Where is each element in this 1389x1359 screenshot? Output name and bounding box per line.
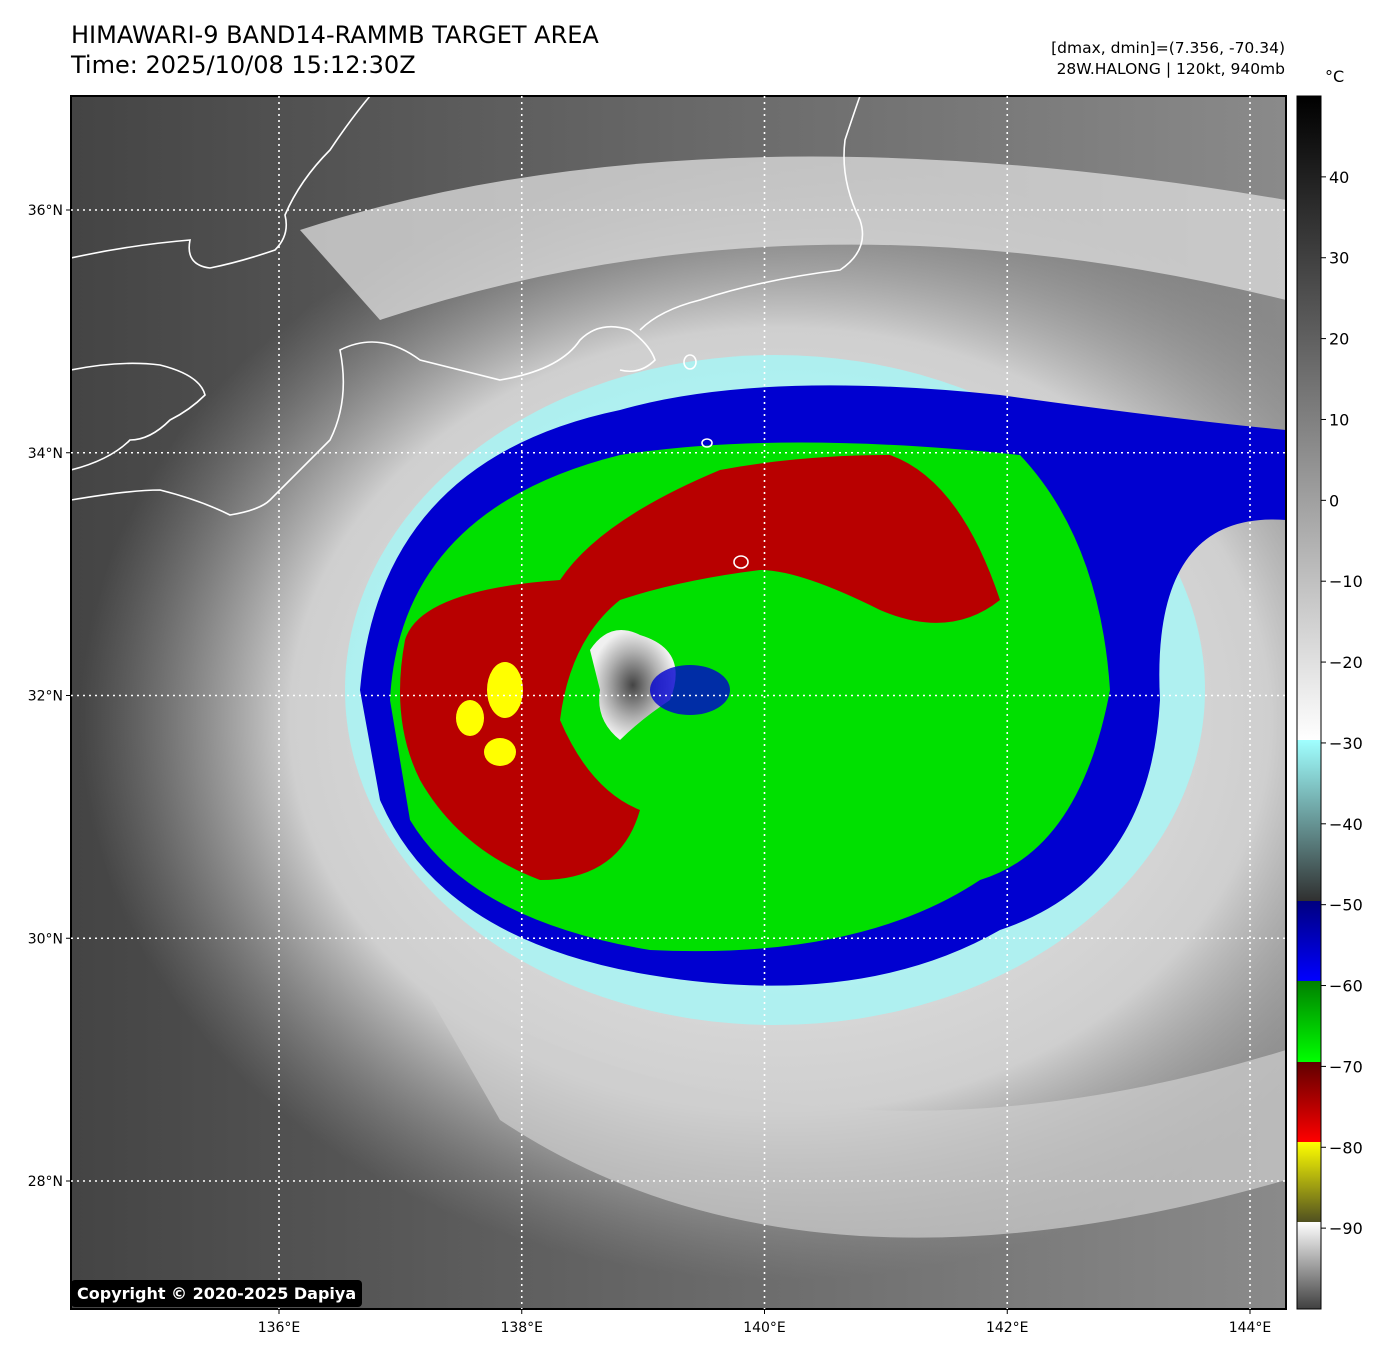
colorbar: 40 30 20 10 0 −10 −20 −30 −40 −50 −60 −70 −80 −90 <box>1296 95 1363 1310</box>
latitude-labels: 36°N 34°N 32°N 30°N 28°N <box>28 203 71 1190</box>
lat-label: 36°N <box>28 203 63 219</box>
colorbar-tick-label: 10 <box>1329 410 1349 429</box>
lat-label: 34°N <box>28 446 63 462</box>
colorbar-unit: °C <box>1325 67 1345 86</box>
storm-info: 28W.HALONG | 120kt, 940mb <box>1056 60 1285 78</box>
colorbar-tick-label: −40 <box>1329 815 1363 834</box>
colorbar-tick-label: −80 <box>1329 1138 1363 1157</box>
colorbar-ticks: 40 30 20 10 0 −10 −20 −30 −40 −50 −60 −70 −80 −90 <box>1321 168 1363 1238</box>
lat-label: 32°N <box>28 689 63 705</box>
northern-cloud-band <box>300 156 1286 320</box>
colorbar-segment-yellow <box>1297 1142 1321 1222</box>
map-frame <box>70 95 1287 1310</box>
data-range: [dmax, dmin]=(7.356, -70.34) <box>1051 39 1285 57</box>
colorbar-tick-label: 30 <box>1329 249 1349 268</box>
colorbar-frame <box>1296 95 1322 1310</box>
colorbar-segment-red <box>1297 1062 1321 1142</box>
southern-cloud-band <box>420 980 1286 1238</box>
colorbar-segment-blue <box>1297 901 1321 981</box>
lon-label: 140°E <box>743 1320 786 1336</box>
map-time: Time: 2025/10/08 15:12:30Z <box>71 51 416 79</box>
colorbar-tick-label: 40 <box>1329 168 1349 187</box>
yellow-core-1 <box>487 662 523 718</box>
lon-label: 136°E <box>258 1320 301 1336</box>
lon-label: 142°E <box>986 1320 1029 1336</box>
info-block: [dmax, dmin]=(7.356, -70.34) 28W.HALONG … <box>1051 38 1285 80</box>
colorbar-tick-label: 0 <box>1329 491 1339 510</box>
imagery <box>71 96 1286 1309</box>
colorbar-tick-label: −90 <box>1329 1219 1363 1238</box>
red-convection-region <box>400 455 1000 880</box>
colorbar-tick-label: 20 <box>1329 330 1349 349</box>
yellow-core-3 <box>484 738 516 766</box>
lat-label: 28°N <box>28 1174 63 1190</box>
colorbar-segment-low <box>1297 1222 1321 1309</box>
title-block: HIMAWARI-9 BAND14-RAMMB TARGET AREA Time… <box>71 20 599 80</box>
colorbar-tick-label: −50 <box>1329 896 1363 915</box>
colorbar-segment-cyan <box>1297 740 1321 901</box>
longitude-labels: 136°E 138°E 140°E 142°E 144°E <box>258 1309 1272 1336</box>
lon-label: 144°E <box>1229 1320 1272 1336</box>
eye-moat <box>650 665 730 715</box>
colorbar-tick-label: −70 <box>1329 1057 1363 1076</box>
copyright-badge: Copyright © 2020-2025 Dapiya <box>71 1280 363 1307</box>
lat-label: 30°N <box>28 931 63 947</box>
storm-eye <box>590 630 676 740</box>
lon-label: 138°E <box>500 1320 543 1336</box>
colorbar-tick-label: −60 <box>1329 977 1363 996</box>
colorbar-tick-label: −20 <box>1329 653 1363 672</box>
coastlines <box>71 96 864 569</box>
colorbar-segment-gray <box>1297 96 1321 740</box>
colorbar-tick-label: −30 <box>1329 734 1363 753</box>
yellow-core-2 <box>456 700 484 736</box>
map-title: HIMAWARI-9 BAND14-RAMMB TARGET AREA <box>71 21 599 49</box>
colorbar-tick-label: −10 <box>1329 572 1363 591</box>
graticule <box>71 96 1286 1309</box>
colorbar-segment-green <box>1297 981 1321 1062</box>
